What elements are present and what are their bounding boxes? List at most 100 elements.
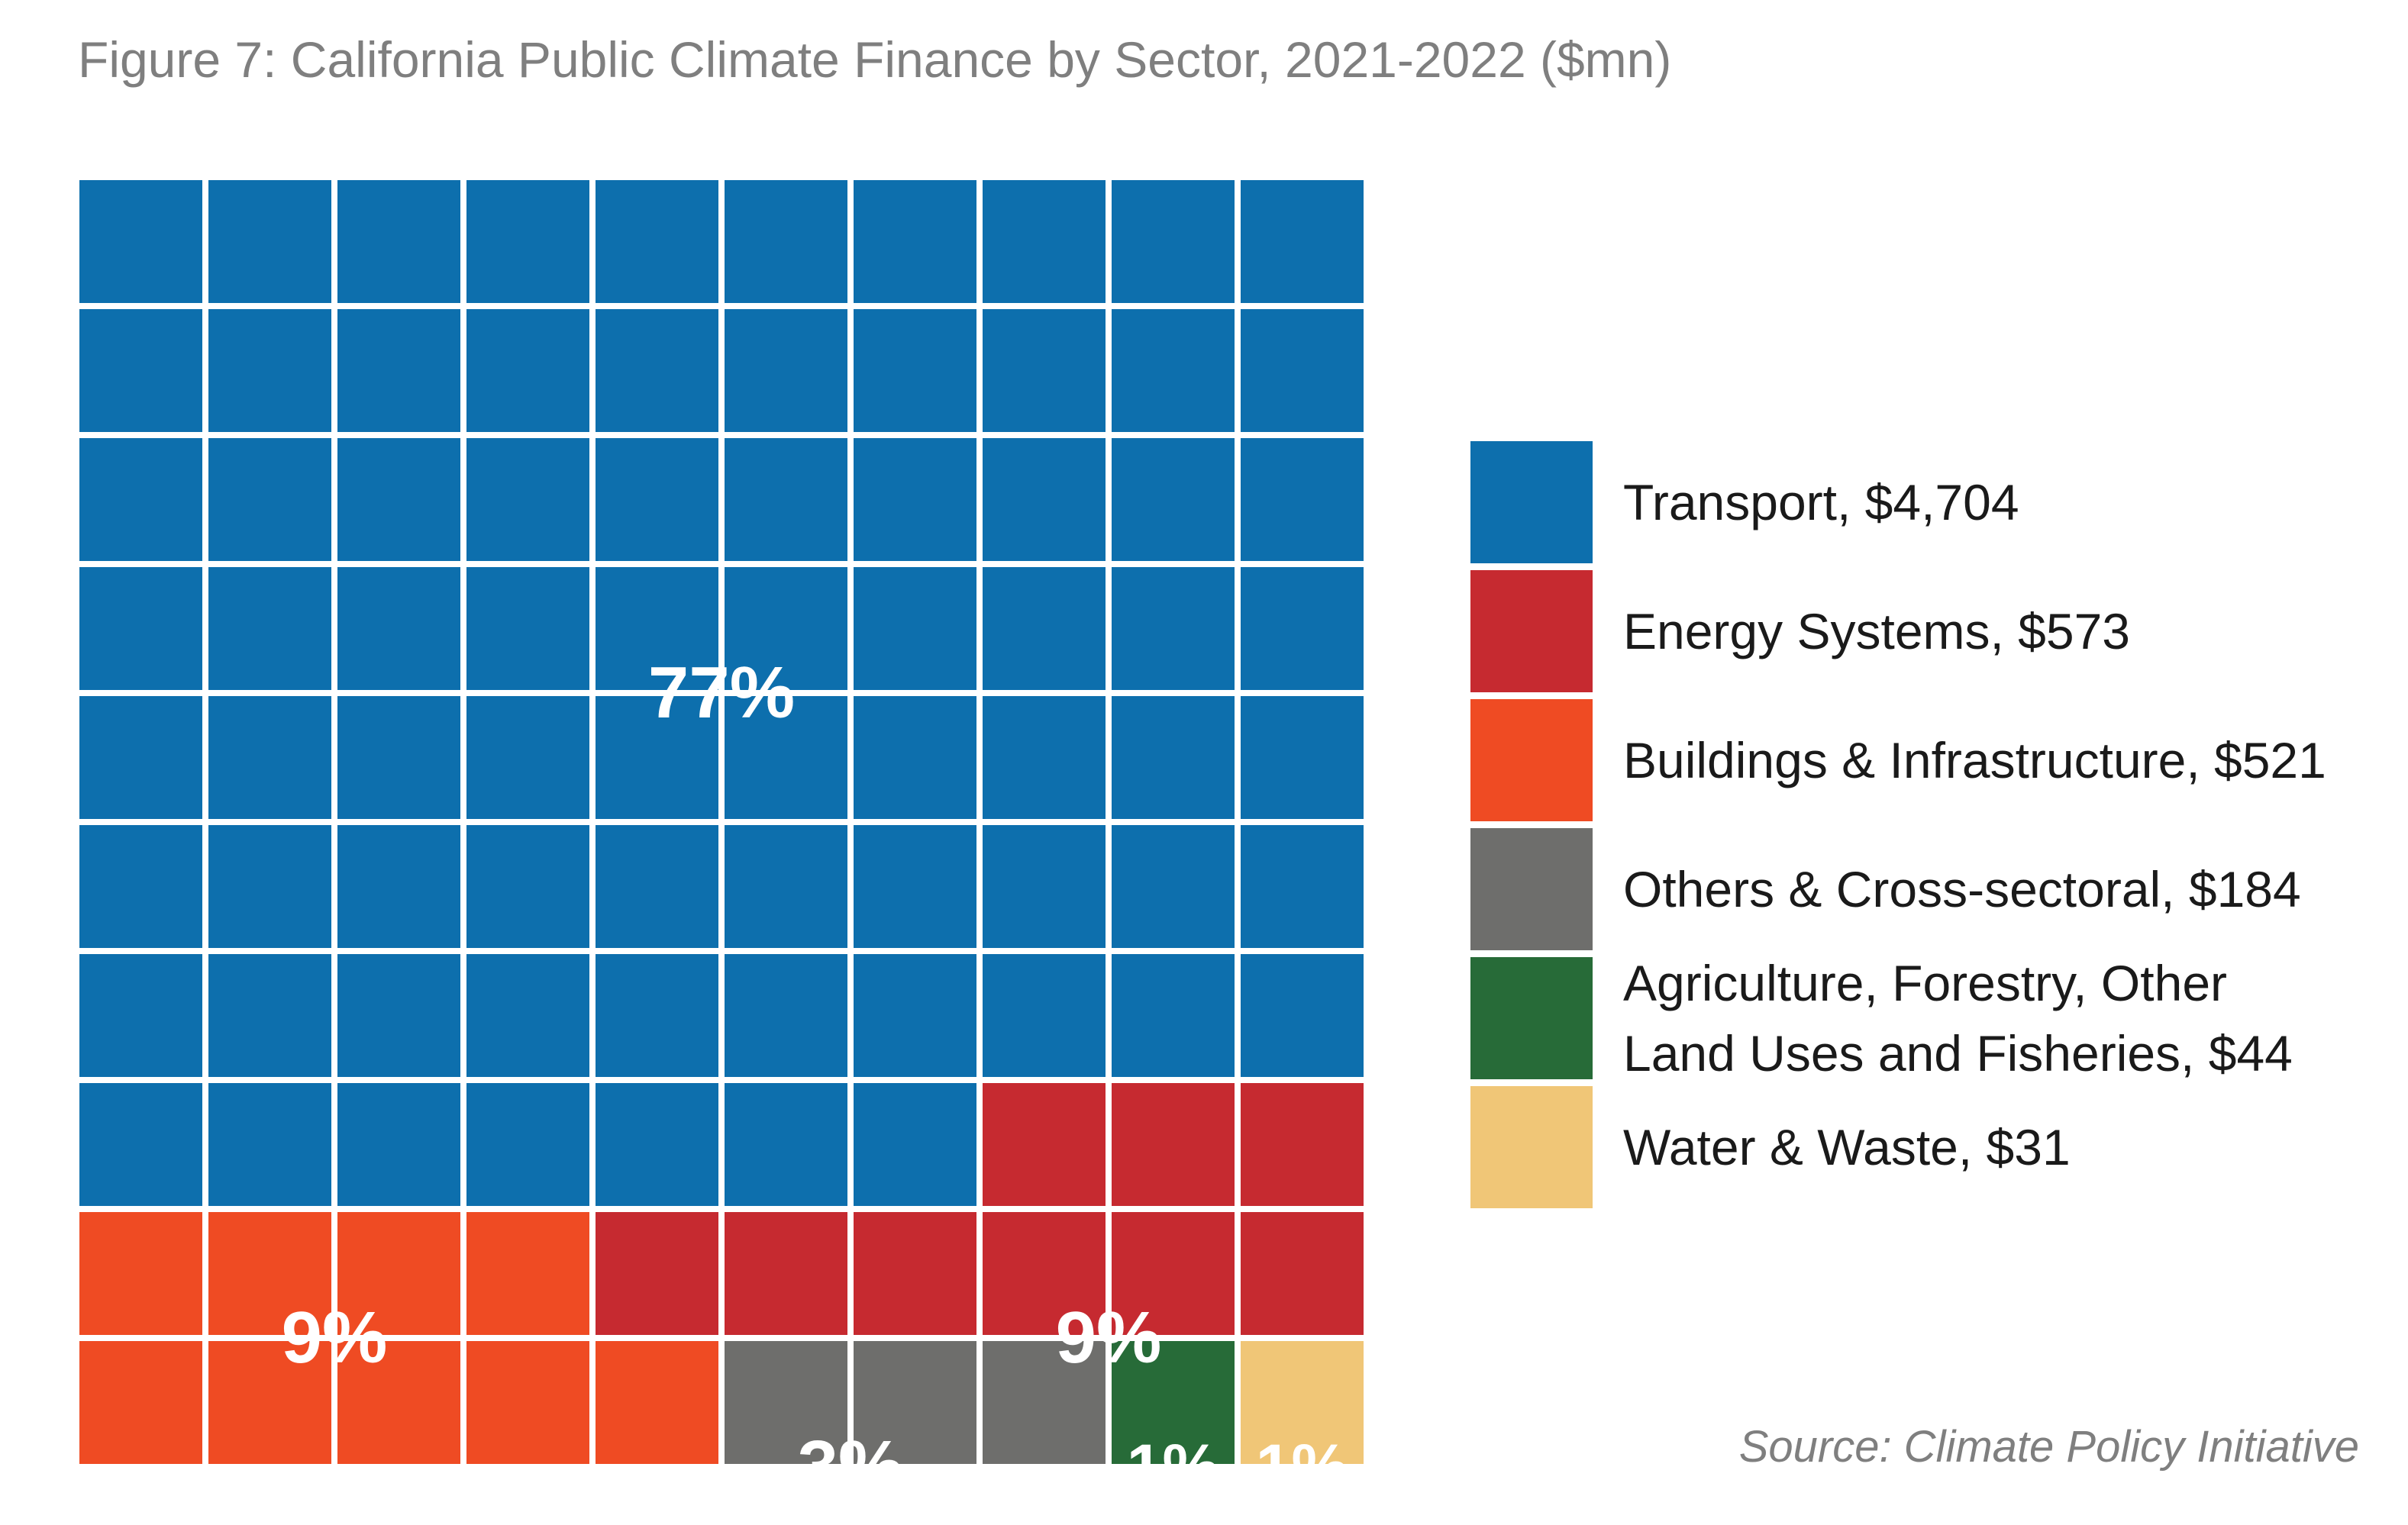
legend-label-water-waste: Water & Waste, $31: [1623, 1119, 2071, 1175]
waffle-cell-transport: [725, 309, 847, 432]
waffle-cell-transport: [725, 180, 847, 303]
waffle-cell-transport: [983, 825, 1106, 948]
waffle-cell-transport: [1241, 567, 1364, 690]
waffle-cell-transport: [337, 438, 460, 561]
waffle-cell-transport: [337, 696, 460, 819]
legend-label-energy-systems: Energy Systems, $573: [1623, 603, 2130, 659]
waffle-cell-transport: [79, 696, 202, 819]
waffle-cell-transport: [1112, 309, 1235, 432]
waffle-cell-buildings-infrastructure: [466, 1341, 589, 1464]
waffle-cell-transport: [725, 825, 847, 948]
waffle-cell-transport: [1241, 954, 1364, 1077]
waffle-cell-transport: [208, 438, 331, 561]
legend-swatch-transport: [1470, 441, 1593, 563]
waffle-cell-transport: [1112, 180, 1235, 303]
waffle-cell-transport: [596, 438, 718, 561]
legend-swatch-agriculture: [1470, 957, 1593, 1079]
waffle-cell-transport: [466, 954, 589, 1077]
waffle-cell-transport: [466, 696, 589, 819]
waffle-cell-energy-systems: [854, 1212, 976, 1335]
waffle-cell-buildings-infrastructure: [79, 1212, 202, 1335]
waffle-cell-transport: [1112, 438, 1235, 561]
waffle-cell-transport: [208, 954, 331, 1077]
waffle-cell-buildings-infrastructure: [337, 1341, 460, 1464]
waffle-cell-transport: [79, 180, 202, 303]
legend-item-transport: Transport, $4,704: [1470, 441, 2387, 563]
legend-swatch-energy-systems: [1470, 570, 1593, 692]
legend-item-energy-systems: Energy Systems, $573: [1470, 570, 2387, 692]
waffle-cell-buildings-infrastructure: [208, 1212, 331, 1335]
waffle-cell-transport: [466, 438, 589, 561]
waffle-cell-others-cross-sectoral: [854, 1341, 976, 1464]
waffle-cell-transport: [854, 954, 976, 1077]
waffle-cell-transport: [466, 1083, 589, 1206]
percent-label: 77%: [647, 652, 796, 733]
waffle-cell-water-waste: [1241, 1341, 1364, 1464]
waffle-cell-transport: [596, 567, 718, 690]
waffle-cell-transport: [337, 954, 460, 1077]
waffle-cell-transport: [79, 309, 202, 432]
legend-item-water-waste: Water & Waste, $31: [1470, 1086, 2387, 1208]
waffle-cell-energy-systems: [1241, 1212, 1364, 1335]
waffle-cell-transport: [79, 825, 202, 948]
waffle-cell-transport: [1241, 309, 1364, 432]
waffle-cell-transport: [1112, 696, 1235, 819]
waffle-cell-transport: [1241, 438, 1364, 561]
waffle-cell-transport: [337, 180, 460, 303]
waffle-cell-transport: [1112, 825, 1235, 948]
waffle-cell-transport: [725, 1083, 847, 1206]
waffle-cell-energy-systems: [725, 1212, 847, 1335]
percent-label: 9%: [281, 1297, 388, 1378]
waffle-cell-transport: [596, 180, 718, 303]
waffle-cell-transport: [208, 567, 331, 690]
waffle-cell-transport: [983, 309, 1106, 432]
percent-label: 1%: [1126, 1431, 1220, 1503]
waffle-cell-transport: [983, 954, 1106, 1077]
waffle-cell-transport: [1112, 567, 1235, 690]
waffle-cell-transport: [1112, 954, 1235, 1077]
waffle-cell-buildings-infrastructure: [466, 1212, 589, 1335]
waffle-cell-transport: [79, 438, 202, 561]
legend-swatch-water-waste: [1470, 1086, 1593, 1208]
waffle-cell-energy-systems: [983, 1083, 1106, 1206]
waffle-cell-energy-systems: [596, 1212, 718, 1335]
waffle-cell-transport: [725, 567, 847, 690]
legend-item-agriculture: Agriculture, Forestry, Other Land Uses a…: [1470, 955, 2387, 1082]
waffle-cell-transport: [596, 309, 718, 432]
legend-item-buildings: Buildings & Infrastructure, $521: [1470, 699, 2387, 821]
waffle-cell-transport: [983, 696, 1106, 819]
waffle-cell-energy-systems: [1112, 1212, 1235, 1335]
waffle-cell-transport: [79, 567, 202, 690]
waffle-cell-transport: [208, 696, 331, 819]
waffle-cell-transport: [596, 1083, 718, 1206]
waffle-cell-others-cross-sectoral: [725, 1341, 847, 1464]
waffle-cell-transport: [983, 438, 1106, 561]
waffle-cell-transport: [1241, 825, 1364, 948]
waffle-cell-energy-systems: [1241, 1083, 1364, 1206]
legend-item-others: Others & Cross-sectoral, $184: [1470, 828, 2387, 950]
waffle-cell-transport: [466, 567, 589, 690]
waffle-cell-transport: [208, 1083, 331, 1206]
waffle-cell-energy-systems: [1112, 1083, 1235, 1206]
legend-label-buildings: Buildings & Infrastructure, $521: [1623, 732, 2326, 788]
waffle-cell-transport: [466, 180, 589, 303]
waffle-cell-transport: [337, 825, 460, 948]
waffle-cell-transport: [854, 180, 976, 303]
percent-label: 1%: [1255, 1431, 1349, 1503]
waffle-cell-transport: [79, 954, 202, 1077]
legend-label-others: Others & Cross-sectoral, $184: [1623, 861, 2301, 917]
source-note: Source: Climate Policy Initiative: [1738, 1422, 2359, 1472]
waffle-cell-buildings-infrastructure: [79, 1341, 202, 1464]
waffle-cell-transport: [854, 438, 976, 561]
waffle-cell-transport: [854, 696, 976, 819]
waffle-cell-buildings-infrastructure: [596, 1341, 718, 1464]
waffle-cell-agriculture-forestry-other-land-uses-and-fisheries: [1112, 1341, 1235, 1464]
waffle-cell-transport: [854, 1083, 976, 1206]
legend-label-agriculture: Agriculture, Forestry, Other Land Uses a…: [1623, 955, 2293, 1082]
waffle-cell-transport: [337, 567, 460, 690]
waffle-cell-transport: [208, 825, 331, 948]
legend-swatch-buildings: [1470, 699, 1593, 821]
waffle-cell-transport: [725, 954, 847, 1077]
legend-label-transport: Transport, $4,704: [1623, 474, 2019, 530]
